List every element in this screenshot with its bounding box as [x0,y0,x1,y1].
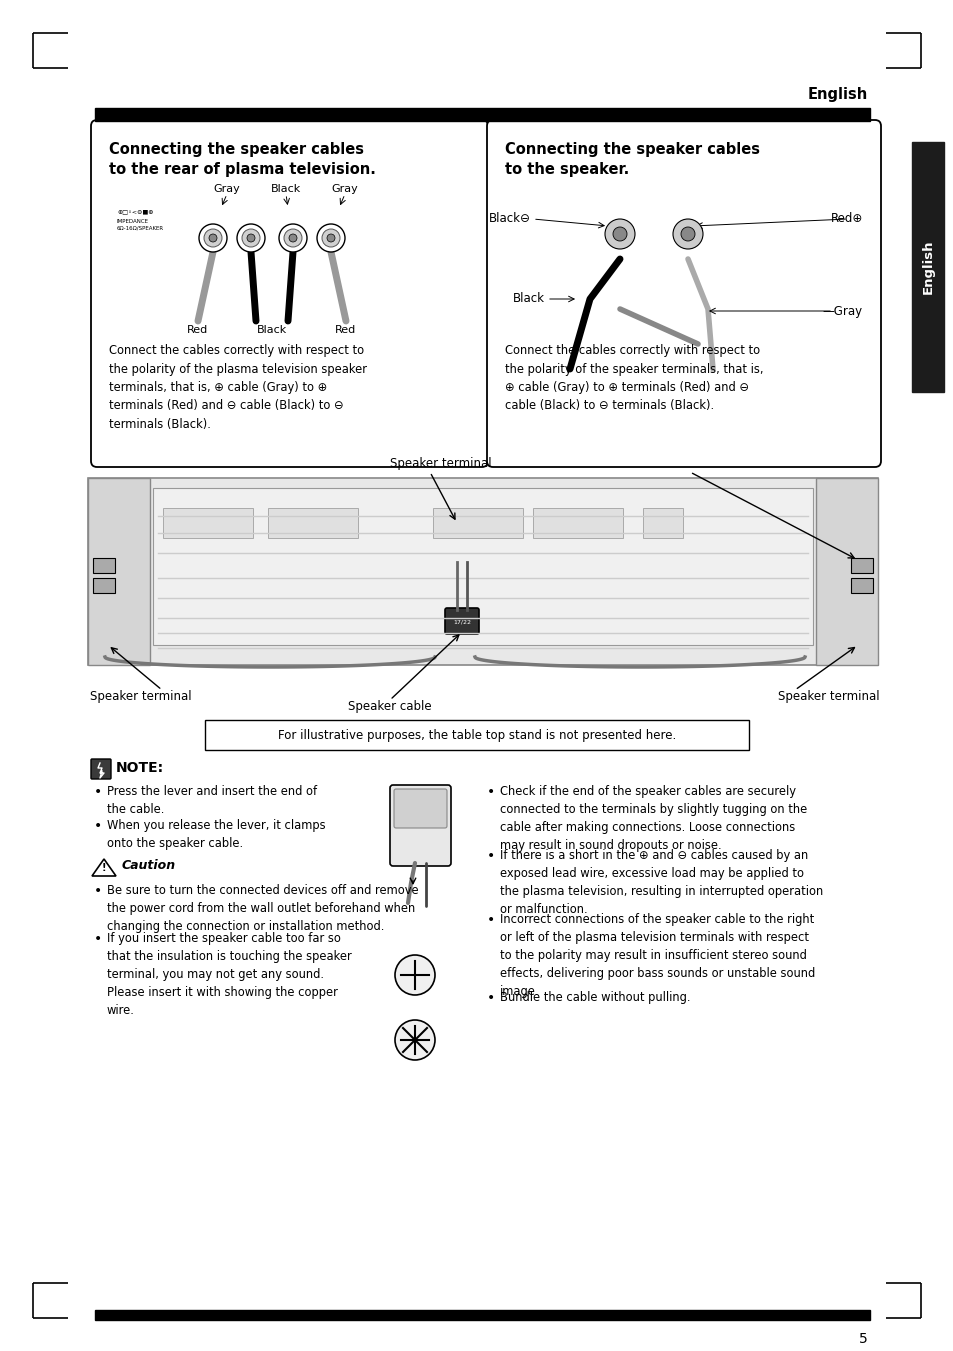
Text: 5: 5 [859,1332,867,1346]
Text: When you release the lever, it clamps
onto the speaker cable.: When you release the lever, it clamps on… [107,819,325,850]
Text: Black: Black [256,326,287,335]
Bar [642,508,682,538]
Text: Connect the cables correctly with respect to
the polarity of the speaker termina: Connect the cables correctly with respec… [504,345,762,412]
Text: to the speaker.: to the speaker. [504,162,629,177]
Text: If you insert the speaker cable too far so
that the insulation is touching the s: If you insert the speaker cable too far … [107,932,352,1017]
Bar [117,236,181,251]
Text: Speaker terminal: Speaker terminal [778,690,879,703]
Text: !: ! [102,863,106,873]
Circle shape [242,230,260,247]
Circle shape [680,227,695,240]
Circle shape [395,1020,435,1061]
Bar [911,142,943,392]
Text: •: • [486,848,495,863]
Text: Red: Red [335,326,356,335]
Text: Bundle the cable without pulling.: Bundle the cable without pulling. [499,992,690,1004]
Text: Red⊕: Red⊕ [830,212,862,226]
Bar [88,478,150,665]
Circle shape [613,227,626,240]
Text: •: • [94,819,102,834]
Circle shape [672,219,702,249]
Bar [850,558,872,573]
Text: Black: Black [513,293,544,305]
Text: •: • [486,992,495,1005]
Circle shape [327,234,335,242]
FancyBboxPatch shape [444,608,478,634]
FancyBboxPatch shape [181,196,375,281]
Text: —Gray: —Gray [822,304,862,317]
Bar [268,508,357,538]
Bar [163,508,253,538]
Circle shape [204,230,222,247]
Bar [115,201,183,259]
Text: •: • [486,913,495,927]
Circle shape [278,224,307,253]
Text: •: • [94,884,102,898]
Text: Speaker terminal: Speaker terminal [390,457,491,470]
Text: Gray: Gray [213,184,240,195]
Circle shape [322,230,339,247]
Text: Press the lever and insert the end of
the cable.: Press the lever and insert the end of th… [107,785,316,816]
Bar [95,108,869,122]
Text: English: English [921,239,934,295]
Text: English: English [807,86,867,101]
Circle shape [604,219,635,249]
FancyBboxPatch shape [390,785,451,866]
Bar [533,508,622,538]
Text: •: • [94,785,102,798]
Text: Speaker cable: Speaker cable [348,700,432,713]
Text: Connect the cables correctly with respect to
the polarity of the plasma televisi: Connect the cables correctly with respec… [109,345,367,431]
Text: ⊕□◦<⊖■⊕: ⊕□◦<⊖■⊕ [117,209,153,213]
FancyBboxPatch shape [394,789,447,828]
FancyBboxPatch shape [592,205,647,262]
FancyBboxPatch shape [564,186,755,322]
Circle shape [247,234,254,242]
Bar [88,478,877,665]
Text: Incorrect connections of the speaker cable to the right
or left of the plasma te: Incorrect connections of the speaker cab… [499,913,815,998]
Text: 17/22: 17/22 [453,620,471,624]
Text: Connecting the speaker cables: Connecting the speaker cables [109,142,364,157]
Text: Gray: Gray [332,184,358,195]
FancyBboxPatch shape [659,205,716,262]
Circle shape [236,224,265,253]
Text: Red: Red [187,326,209,335]
Circle shape [284,230,302,247]
Bar [205,720,748,750]
Bar [152,488,812,644]
Bar [92,558,115,573]
Circle shape [289,234,296,242]
Circle shape [395,955,435,994]
Bar [95,1310,869,1320]
Bar [850,578,872,593]
Circle shape [199,224,227,253]
Bar [815,478,877,665]
Text: SPEAKERS: SPEAKERS [132,242,165,246]
Text: to the rear of plasma television.: to the rear of plasma television. [109,162,375,177]
FancyBboxPatch shape [486,120,880,467]
Text: •: • [486,785,495,798]
Text: IMPEDANCE
6Ω-16Ω/SPEAKER: IMPEDANCE 6Ω-16Ω/SPEAKER [117,219,164,230]
Text: Speaker terminal: Speaker terminal [90,690,192,703]
Circle shape [209,234,216,242]
Text: Connecting the speaker cables: Connecting the speaker cables [504,142,760,157]
Text: If there is a short in the ⊕ and ⊖ cables caused by an
exposed lead wire, excess: If there is a short in the ⊕ and ⊖ cable… [499,848,822,916]
Bar [433,508,522,538]
Bar [92,578,115,593]
Text: •: • [94,932,102,946]
Text: For illustrative purposes, the table top stand is not presented here.: For illustrative purposes, the table top… [277,728,676,742]
Text: Caution: Caution [122,859,176,871]
Text: NOTE:: NOTE: [116,761,164,775]
FancyBboxPatch shape [91,759,111,780]
Text: Be sure to turn the connected devices off and remove
the power cord from the wal: Be sure to turn the connected devices of… [107,884,418,934]
Text: Black⊖: Black⊖ [489,212,531,226]
Polygon shape [91,859,116,875]
FancyBboxPatch shape [91,120,488,467]
Text: Check if the end of the speaker cables are securely
connected to the terminals b: Check if the end of the speaker cables a… [499,785,806,852]
Circle shape [316,224,345,253]
Text: Black: Black [271,184,301,195]
